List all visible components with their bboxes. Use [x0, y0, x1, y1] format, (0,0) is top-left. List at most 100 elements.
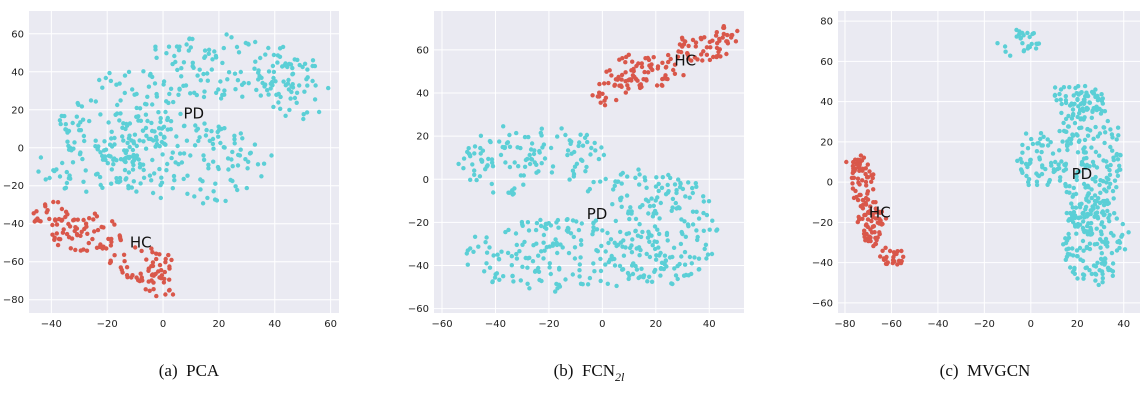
point-pd: [1077, 245, 1083, 251]
point-hc: [628, 77, 634, 82]
point-pd: [1075, 170, 1080, 175]
point-pd: [591, 225, 596, 230]
point-pd: [233, 87, 238, 92]
point-pd: [170, 186, 175, 191]
point-pd: [1083, 207, 1088, 212]
point-pd: [1023, 131, 1029, 136]
cluster-labels: PD HC: [130, 105, 204, 252]
point-pd: [1063, 167, 1069, 172]
point-pd: [109, 129, 114, 134]
point-pd: [1081, 272, 1087, 278]
point-pd: [656, 181, 661, 187]
point-pd: [101, 148, 107, 153]
point-pd: [59, 113, 64, 119]
point-hc: [86, 240, 92, 246]
point-pd: [310, 78, 315, 84]
point-hc: [54, 222, 60, 227]
point-pd: [256, 70, 261, 75]
cluster-label-pd: PD: [587, 205, 608, 223]
point-pd: [1101, 212, 1107, 218]
point-pd: [175, 67, 180, 73]
point-pd: [576, 227, 582, 233]
point-pd: [78, 128, 84, 133]
point-pd: [97, 174, 103, 180]
point-pd: [1082, 137, 1088, 143]
point-hc: [121, 252, 127, 257]
point-pd: [1106, 177, 1111, 182]
point-hc: [31, 211, 36, 216]
point-pd: [1085, 183, 1091, 188]
point-hc: [151, 287, 156, 292]
point-hc: [167, 264, 172, 269]
point-pd: [1107, 172, 1113, 177]
point-pd: [176, 48, 182, 53]
point-pd: [216, 134, 221, 139]
point-hc: [895, 249, 900, 254]
point-hc: [869, 218, 874, 224]
point-pd: [312, 63, 318, 69]
point-hc: [857, 192, 862, 198]
point-hc: [619, 77, 624, 82]
point-hc: [47, 216, 52, 222]
point-pd: [232, 133, 237, 138]
point-pd: [134, 189, 139, 194]
point-pd: [270, 63, 276, 69]
point-pd: [1095, 98, 1101, 103]
point-hc: [854, 162, 859, 167]
point-pd: [236, 152, 241, 158]
point-pd: [105, 161, 111, 166]
point-pd: [510, 188, 515, 193]
panel-fcn: −60 −40 −20 0 20 40 −60 −40 −20 0 20 40 60 HC PD (b)…: [408, 11, 744, 384]
point-pd: [152, 129, 157, 134]
point-pd: [181, 123, 187, 129]
x-tick-label: −40: [927, 319, 948, 330]
point-pd: [185, 191, 190, 196]
point-pd: [679, 217, 684, 222]
point-hc: [872, 230, 877, 235]
point-pd: [471, 249, 476, 254]
point-pd: [547, 261, 552, 266]
point-pd: [143, 125, 149, 131]
point-pd: [126, 170, 132, 175]
point-pd: [258, 55, 263, 61]
point-pd: [599, 145, 604, 150]
point-hc: [713, 33, 719, 38]
point-pd: [468, 177, 473, 182]
point-pd: [1089, 145, 1094, 150]
point-hc: [865, 162, 870, 167]
point-pd: [1078, 117, 1083, 122]
point-pd: [1083, 94, 1088, 99]
point-pd: [198, 187, 203, 192]
point-pd: [1069, 201, 1074, 206]
point-pd: [682, 249, 688, 255]
point-pd: [190, 60, 195, 65]
y-tick-label: −60: [408, 304, 429, 315]
point-pd: [653, 257, 659, 262]
point-pd: [271, 104, 276, 110]
point-pd: [140, 128, 146, 133]
point-pd: [1118, 167, 1123, 172]
point-hc: [863, 195, 869, 201]
point-pd: [621, 253, 627, 258]
point-pd: [179, 66, 184, 71]
point-pd: [1063, 236, 1068, 241]
point-hc: [862, 234, 867, 240]
point-pd: [701, 228, 706, 233]
point-pd: [1079, 162, 1084, 167]
point-pd: [667, 255, 673, 260]
y-tick-label: 20: [416, 132, 429, 143]
y-tick-label: −40: [3, 219, 24, 230]
point-hc: [883, 216, 889, 221]
point-hc: [133, 245, 138, 250]
point-pd: [1084, 155, 1089, 161]
point-pd: [670, 196, 676, 202]
point-hc: [597, 81, 602, 87]
point-hc: [597, 90, 602, 95]
x-tick-label: −80: [834, 319, 855, 330]
point-hc: [73, 247, 78, 253]
point-hc: [590, 93, 595, 98]
point-pd: [683, 194, 688, 199]
point-pd: [1102, 187, 1107, 192]
point-pd: [591, 261, 596, 266]
point-hc: [714, 54, 719, 59]
